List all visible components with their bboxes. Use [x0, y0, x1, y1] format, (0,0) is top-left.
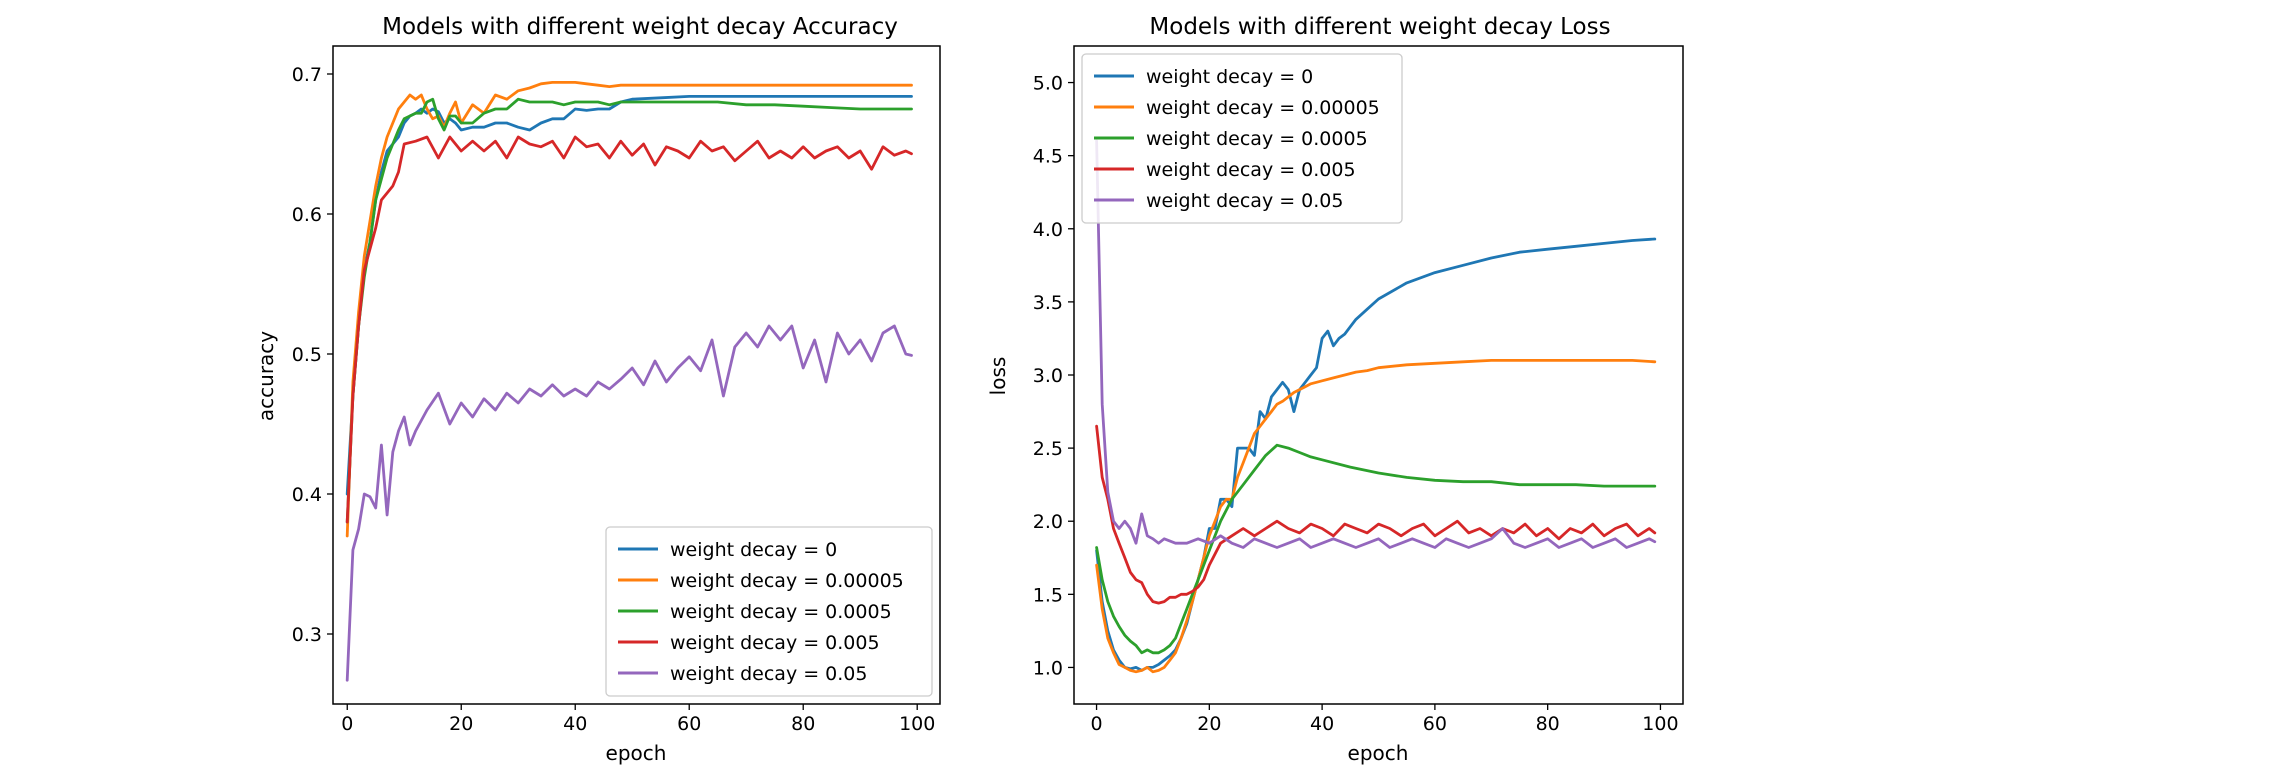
loss-y-axis-label: loss	[986, 357, 1010, 396]
loss-legend-label-4: weight decay = 0.05	[1146, 190, 1344, 212]
accuracy-y-tick-label: 0.5	[292, 344, 322, 366]
loss-series-line-0	[1095, 237, 1657, 672]
accuracy-chart: Models with different weight decay Accur…	[254, 14, 941, 765]
accuracy-x-tick-label: 20	[449, 713, 473, 735]
loss-legend-box	[1081, 53, 1403, 224]
loss-x-tick-label: 0	[1091, 713, 1103, 735]
loss-x-tick-label: 20	[1197, 713, 1221, 735]
accuracy-x-tick-label: 60	[677, 713, 701, 735]
accuracy-legend: weight decay = 0 weight decay = 0.00005 we…	[605, 526, 933, 697]
loss-series-line-2	[1095, 443, 1657, 655]
loss-legend: weight decay = 0 weight decay = 0.00005 we…	[1081, 53, 1403, 224]
accuracy-x-tick-label: 80	[791, 713, 815, 735]
loss-y-tick-label: 2.5	[1033, 438, 1063, 460]
loss-x-tick-label: 100	[1642, 713, 1678, 735]
accuracy-series-line-3	[345, 135, 913, 524]
accuracy-y-ticks: 0.3 0.4 0.5 0.6 0.7	[292, 64, 333, 646]
loss-series-line-1	[1095, 358, 1657, 674]
accuracy-series-line-1	[345, 81, 913, 538]
loss-x-tick-label: 80	[1536, 713, 1560, 735]
loss-plot-area	[1095, 139, 1657, 674]
loss-legend-label-1: weight decay = 0.00005	[1146, 97, 1380, 119]
accuracy-y-tick-label: 0.7	[292, 64, 322, 86]
loss-legend-label-2: weight decay = 0.0005	[1146, 128, 1368, 150]
loss-y-tick-label: 1.5	[1033, 584, 1063, 606]
accuracy-x-tick-label: 40	[563, 713, 587, 735]
accuracy-plot-area	[345, 81, 913, 682]
loss-legend-label-3: weight decay = 0.005	[1146, 159, 1356, 181]
loss-x-axis-label: epoch	[1348, 741, 1409, 765]
accuracy-series-line-0	[345, 95, 913, 496]
accuracy-legend-label-4: weight decay = 0.05	[670, 663, 868, 685]
accuracy-axes-frame	[332, 45, 941, 705]
accuracy-y-axis-label: accuracy	[254, 331, 278, 421]
loss-x-tick-label: 40	[1310, 713, 1334, 735]
accuracy-x-axis-label: epoch	[606, 741, 667, 765]
accuracy-legend-box	[605, 526, 933, 697]
loss-y-tick-label: 3.0	[1033, 365, 1063, 387]
loss-y-tick-label: 4.5	[1033, 146, 1063, 168]
loss-y-ticks: 1.0 1.5 2.0 2.5 3.0 3.5 4.0 4.5 5.0	[1033, 73, 1074, 679]
loss-y-tick-label: 1.0	[1033, 657, 1063, 679]
accuracy-y-tick-label: 0.4	[292, 484, 322, 506]
accuracy-legend-label-0: weight decay = 0	[670, 539, 837, 561]
loss-y-tick-label: 4.0	[1033, 219, 1063, 241]
loss-chart: Models with different weight decay Loss …	[986, 14, 1684, 765]
accuracy-x-tick-label: 0	[341, 713, 353, 735]
loss-y-tick-label: 5.0	[1033, 73, 1063, 95]
loss-y-tick-label: 2.0	[1033, 511, 1063, 533]
loss-series-line-3	[1095, 424, 1657, 605]
loss-x-ticks: 0 20 40 60 80 100	[1091, 704, 1679, 735]
accuracy-chart-title: Models with different weight decay Accur…	[382, 14, 898, 40]
loss-x-tick-label: 60	[1423, 713, 1447, 735]
loss-series-line-4	[1095, 139, 1657, 549]
loss-chart-title: Models with different weight decay Loss	[1149, 14, 1610, 40]
accuracy-series-line-4	[345, 324, 913, 682]
accuracy-y-tick-label: 0.6	[292, 204, 322, 226]
accuracy-legend-label-2: weight decay = 0.0005	[670, 601, 892, 623]
accuracy-legend-label-3: weight decay = 0.005	[670, 632, 880, 654]
accuracy-series-line-2	[345, 97, 913, 524]
accuracy-x-tick-label: 100	[899, 713, 935, 735]
loss-y-tick-label: 3.5	[1033, 292, 1063, 314]
accuracy-y-tick-label: 0.3	[292, 624, 322, 646]
accuracy-legend-label-1: weight decay = 0.00005	[670, 570, 904, 592]
loss-legend-label-0: weight decay = 0	[1146, 66, 1313, 88]
accuracy-x-ticks: 0 20 40 60 80 100	[341, 704, 935, 735]
